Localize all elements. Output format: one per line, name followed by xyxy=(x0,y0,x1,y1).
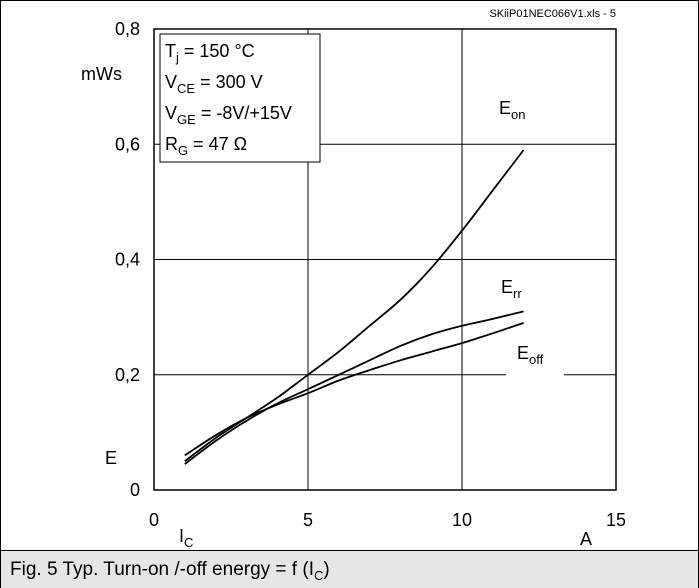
x-axis-label: IC xyxy=(179,526,193,550)
series-label-e-on: Eon xyxy=(499,98,525,122)
series-line-e-on xyxy=(184,149,525,462)
series-line-e-rr xyxy=(184,310,524,465)
conditions-panel xyxy=(159,33,321,163)
y-tick-label: 0,2 xyxy=(115,365,140,385)
x-tick-label: 15 xyxy=(606,510,626,530)
tick-labels: 0 5 10 15 0 0,2 0,4 0,6 0,8 xyxy=(115,19,626,530)
y-unit-label: mWs xyxy=(81,64,122,84)
axis-labels: mWs E IC A xyxy=(81,64,592,550)
y-tick-label: 0,8 xyxy=(115,19,140,39)
y-tick-label: 0,4 xyxy=(115,250,140,270)
condition-line: Tj = 150 °C xyxy=(165,41,255,65)
series-layer: Eon Err Eoff xyxy=(184,98,564,465)
series-label-e-rr: Err xyxy=(501,277,522,301)
caption-bar: Fig. 5 Typ. Turn-on /-off energy = f (IC… xyxy=(1,550,698,588)
plot-area xyxy=(153,28,617,491)
source-tag: SKiiP01NEC066V1.xls - 5 xyxy=(489,8,616,20)
y-tick-label: 0 xyxy=(130,480,140,500)
x-tick-label: 10 xyxy=(452,510,472,530)
conditions-box: Tj = 150 °C VCE = 300 V VGE = -8V/+15V RG =… xyxy=(159,33,321,163)
caption-sub: C xyxy=(313,567,324,583)
x-tick-label: 0 xyxy=(149,510,159,530)
series-label-e-off: Eoff xyxy=(517,343,544,367)
series-line-e-off xyxy=(184,322,524,457)
figure-caption: Fig. 5 Typ. Turn-on /-off energy = f (IC… xyxy=(10,559,330,583)
y-tick-label: 0,6 xyxy=(115,134,140,154)
caption-prefix: Fig. 5 Typ. Turn-on /-off energy = f (I xyxy=(10,559,314,580)
series-label-background xyxy=(506,341,564,377)
y-axis-label: E xyxy=(105,448,117,468)
condition-line: RG = 47 Ω xyxy=(165,134,247,158)
x-unit-label: A xyxy=(580,529,592,549)
condition-line: VGE = -8V/+15V xyxy=(165,103,292,127)
condition-line: VCE = 300 V xyxy=(165,72,263,96)
caption-suffix: ) xyxy=(323,559,330,580)
energy-chart: Eon Err Eoff 0 5 10 15 0 0,2 0,4 0,6 0,8 mWs E IC A S… xyxy=(81,8,626,550)
x-tick-label: 5 xyxy=(303,510,313,530)
